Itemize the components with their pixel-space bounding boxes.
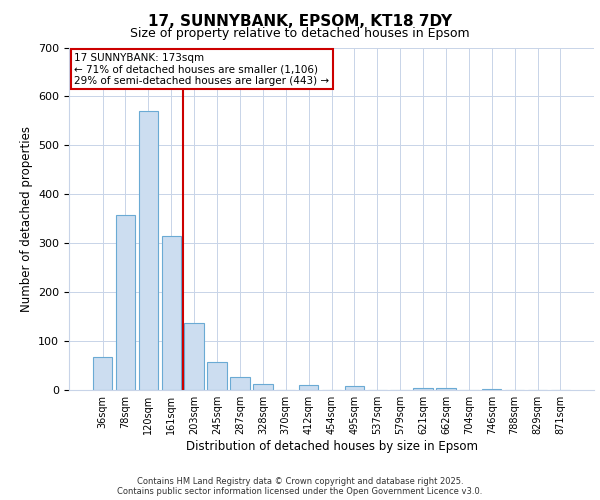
Text: Contains HM Land Registry data © Crown copyright and database right 2025.
Contai: Contains HM Land Registry data © Crown c… <box>118 476 482 496</box>
Text: Size of property relative to detached houses in Epsom: Size of property relative to detached ho… <box>130 28 470 40</box>
Bar <box>299 385 319 390</box>
Bar <box>208 362 227 390</box>
Bar <box>93 356 112 390</box>
Text: 17, SUNNYBANK, EPSOM, KT18 7DY: 17, SUNNYBANK, EPSOM, KT18 7DY <box>148 14 452 29</box>
Bar <box>139 111 158 390</box>
Bar <box>184 323 204 390</box>
Bar <box>116 215 135 390</box>
Bar <box>344 386 364 390</box>
Bar <box>230 378 250 390</box>
X-axis label: Distribution of detached houses by size in Epsom: Distribution of detached houses by size … <box>185 440 478 453</box>
Bar <box>253 384 272 390</box>
Y-axis label: Number of detached properties: Number of detached properties <box>20 126 32 312</box>
Bar <box>161 236 181 390</box>
Bar <box>482 389 502 390</box>
Text: 17 SUNNYBANK: 173sqm
← 71% of detached houses are smaller (1,106)
29% of semi-de: 17 SUNNYBANK: 173sqm ← 71% of detached h… <box>74 52 329 86</box>
Bar <box>436 388 455 390</box>
Bar <box>413 388 433 390</box>
